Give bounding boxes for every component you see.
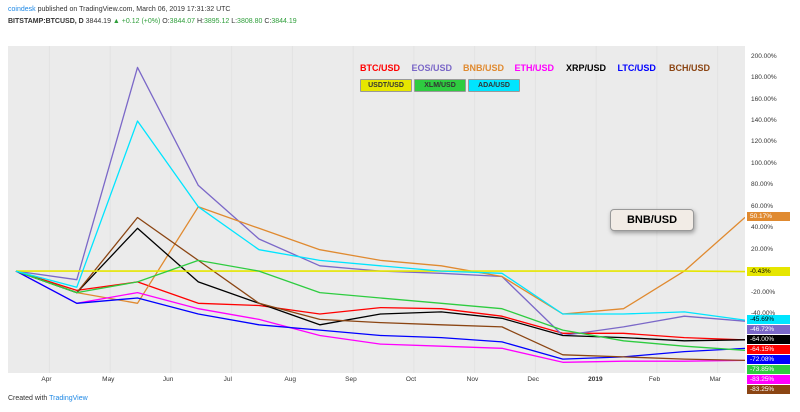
end-value-badge: -45.69% xyxy=(747,315,790,325)
series-line-xrp-usd xyxy=(15,227,745,342)
x-tick-label: Aug xyxy=(284,376,296,383)
legend-entry: BCH/USD xyxy=(669,63,711,73)
end-value-badge: -46.72% xyxy=(747,325,790,335)
legend-entry: ETH/USD xyxy=(514,63,555,73)
x-tick-label: Apr xyxy=(41,376,52,383)
series-line-xlm-usd xyxy=(15,259,745,351)
x-tick-label: May xyxy=(102,376,115,383)
open-label: O: xyxy=(162,18,170,25)
y-tick-label: 140.00% xyxy=(751,117,777,125)
end-value-badge: 50.17% xyxy=(747,212,790,222)
open-value: 3844.07 xyxy=(169,18,195,25)
y-tick-label: 160.00% xyxy=(751,95,777,103)
series-line-usdt-usd xyxy=(16,270,745,273)
end-value-badge: -83.25% xyxy=(747,385,790,395)
legend-entry-boxed: USDT/USD xyxy=(360,79,412,92)
x-tick-label: Dec xyxy=(527,376,539,383)
high-label: H: xyxy=(196,18,204,25)
close-value: 3844.19 xyxy=(271,18,297,25)
series-line-ada-usd xyxy=(15,120,745,321)
x-tick-label: Sep xyxy=(345,376,357,383)
y-tick-label: 20.00% xyxy=(751,245,774,253)
y-tick-label: 80.00% xyxy=(751,181,774,189)
y-tick-label: 40.00% xyxy=(751,224,774,232)
chart-header: coindesk published on TradingView.com, M… xyxy=(8,4,297,28)
published-text: published on TradingView.com, March 06, … xyxy=(37,6,231,13)
x-tick-label: Mar xyxy=(709,376,721,383)
x-tick-label: Oct xyxy=(405,376,417,383)
legend-entry-boxed: ADA/USD xyxy=(468,79,520,92)
end-value-badge: -64.00% xyxy=(747,335,790,345)
x-tick-label: Nov xyxy=(466,376,479,383)
legend-entry: BNB/USD xyxy=(463,63,505,73)
created-with-text: Created with xyxy=(8,395,48,402)
y-tick-label: -40.00% xyxy=(751,310,776,318)
publish-line: coindesk published on TradingView.com, M… xyxy=(8,4,297,16)
end-value-badge: -0.43% xyxy=(747,266,790,276)
y-axis[interactable]: 200.00% 180.00% 160.00% 140.00% 120.00% 100.0… xyxy=(745,46,795,395)
legend-entry: EOS/USD xyxy=(411,63,453,73)
series-line-bch-usd xyxy=(15,216,745,362)
author-link[interactable]: coindesk xyxy=(8,6,36,13)
tradingview-logo[interactable]: TradingView xyxy=(49,395,88,402)
y-tick-label: 180.00% xyxy=(751,74,777,82)
series-line-eth-usd xyxy=(15,270,745,363)
ohlc-line: BITSTAMP:BTCUSD, D 3844.19 ▲ +0.12 (+0%)… xyxy=(8,16,297,28)
x-tick-label: Jun xyxy=(162,376,174,383)
x-axis[interactable]: Apr May Jun Jul Aug Sep Oct Nov Dec 2019 Feb Mar xyxy=(8,373,745,387)
series-line-btc-usd xyxy=(15,270,745,341)
high-value: 3895.12 xyxy=(203,18,230,25)
x-tick-label: Jul xyxy=(223,376,232,383)
y-tick-label: -20.00% xyxy=(751,288,776,296)
symbol-label: BITSTAMP:BTCUSD, D xyxy=(8,18,84,25)
end-value-badge: -83.25% xyxy=(747,375,790,385)
series-line-bnb-usd xyxy=(15,206,745,315)
y-tick-label: 200.00% xyxy=(751,52,777,60)
bnb-callout: BNB/USD xyxy=(610,209,694,231)
footer: Created with TradingView xyxy=(8,395,88,402)
close-label: C: xyxy=(264,18,272,25)
end-value-badge: -73.85% xyxy=(747,365,790,375)
low-value: 3808.80 xyxy=(237,18,263,25)
y-tick-label: 60.00% xyxy=(751,202,774,210)
y-tick-label: 120.00% xyxy=(751,138,777,146)
x-tick-label: Feb xyxy=(648,376,661,383)
y-tick-label: 100.00% xyxy=(751,159,777,167)
end-value-badge: -64.15% xyxy=(747,345,790,355)
legend-entry: XRP/USD xyxy=(566,63,607,73)
chart-canvas xyxy=(15,46,745,373)
legend-entry-boxed: XLM/USD xyxy=(414,79,466,92)
last-price: 3844.19 xyxy=(85,18,111,25)
legend-entry: BTC/USD xyxy=(360,63,400,73)
low-label: L: xyxy=(231,18,238,25)
end-value-badge: -72.08% xyxy=(747,355,790,365)
price-change: ▲ +0.12 (+0%) xyxy=(112,18,161,25)
x-tick-label: 2019 xyxy=(588,376,603,383)
legend-entry: LTC/USD xyxy=(617,63,656,73)
